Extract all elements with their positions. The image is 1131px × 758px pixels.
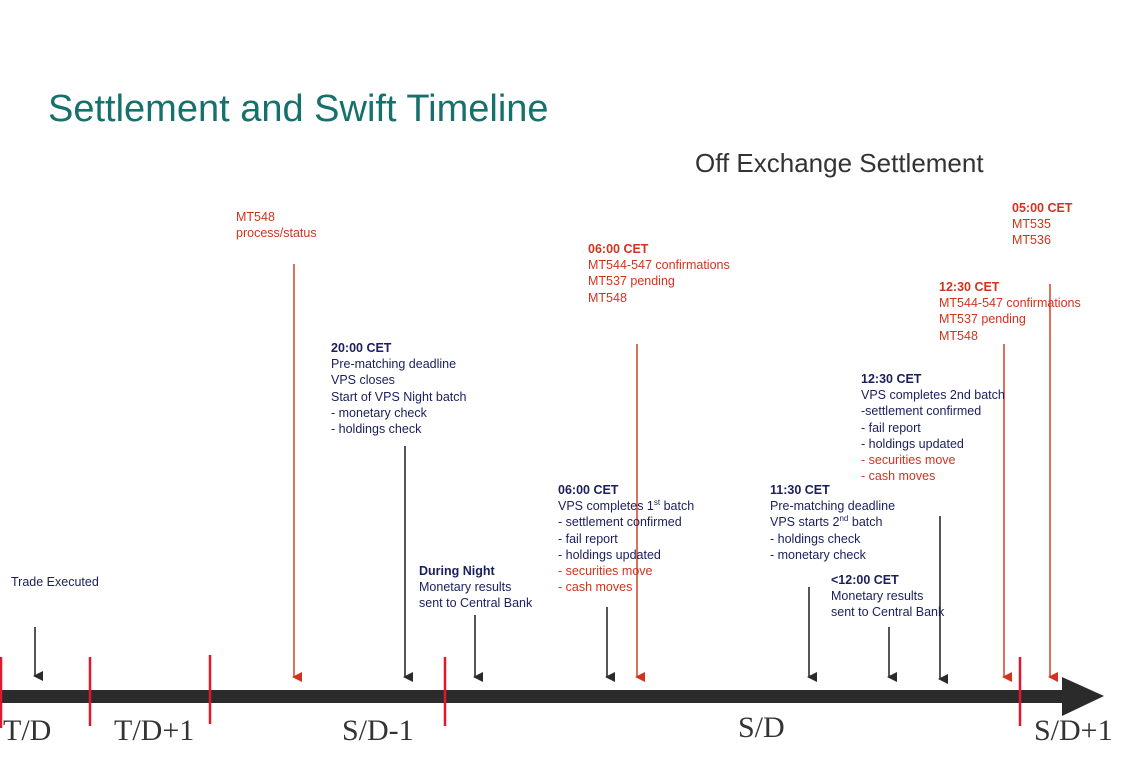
event-text-part: batch — [848, 515, 883, 530]
event-text-line: MT544-547 confirmations — [588, 258, 730, 273]
event-time: 12:30 CET — [939, 280, 1000, 294]
event-text-part: batch — [660, 499, 695, 514]
event-time: 06:00 CET — [558, 483, 619, 497]
event-text-line: - holdings updated — [558, 547, 661, 562]
event-prematch-2000: 20:00 CET Pre-matching deadline VPS clos… — [331, 340, 467, 437]
event-text-sup: st — [653, 498, 661, 508]
swift-event-1230: 12:30 CET MT544-547 confirmations MT537 … — [939, 279, 1081, 344]
event-text-line: VPS completes 1st batch — [558, 498, 694, 514]
event-text-line: Monetary results — [419, 580, 512, 595]
event-text-line: MT548 — [939, 328, 978, 343]
event-text-line: - cash moves — [861, 469, 936, 484]
event-text-line: -settlement confirmed — [861, 404, 982, 419]
swift-event-0500: 05:00 CET MT535 MT536 — [1012, 200, 1072, 249]
event-time: 11:30 CET — [770, 483, 830, 497]
page-subtitle: Off Exchange Settlement — [695, 148, 984, 178]
event-text-line: Pre-matching deadline — [331, 357, 457, 372]
event-batch2-1230: 12:30 CET VPS completes 2nd batch -settl… — [861, 371, 1005, 484]
event-text-line: MT536 — [1012, 233, 1051, 248]
timeline-axis-arrowhead — [1062, 677, 1104, 716]
event-text-line: Monetary results — [831, 589, 924, 604]
event-text-line: VPS completes 2nd batch — [861, 388, 1005, 403]
event-text-line: - cash moves — [558, 580, 633, 595]
event-text-line: - securities move — [861, 453, 956, 468]
event-time: <12:00 CET — [831, 573, 899, 587]
event-text-line: - settlement confirmed — [558, 515, 682, 530]
event-text-line: VPS starts 2nd batch — [770, 514, 895, 530]
event-text-line: process/status — [236, 226, 317, 241]
period-label-td: T/D — [3, 714, 52, 747]
event-text-sup: nd — [839, 514, 849, 524]
event-text-line: Start of VPS Night batch — [331, 389, 467, 404]
event-text-line: MT535 — [1012, 217, 1051, 232]
timeline-axis — [0, 690, 1068, 703]
event-batch2-1130: 11:30 CET Pre-matching deadline VPS star… — [770, 482, 895, 563]
event-time: 20:00 CET — [331, 341, 392, 355]
event-text-line: MT544-547 confirmations — [939, 296, 1081, 311]
event-text-part: VPS starts 2 — [770, 515, 840, 530]
event-text-line: sent to Central Bank — [419, 596, 533, 611]
event-text-line: MT548 — [588, 290, 627, 305]
swift-event-0600: 06:00 CET MT544-547 confirmations MT537 … — [588, 241, 730, 306]
event-text-line: MT537 pending — [588, 274, 675, 289]
event-text-line: - monetary check — [770, 547, 866, 562]
event-text-line: - holdings check — [331, 422, 422, 437]
event-time: 06:00 CET — [588, 242, 649, 256]
event-text-line: - securities move — [558, 564, 653, 579]
event-text-part: VPS completes 1 — [558, 499, 654, 514]
event-text-line: - monetary check — [331, 405, 427, 420]
event-text-line: - fail report — [861, 420, 921, 435]
period-label-sd-plus-1: S/D+1 — [1034, 714, 1113, 747]
event-text-line: - holdings check — [770, 531, 861, 546]
period-label-sd: S/D — [738, 711, 785, 744]
event-batch1-0600: 06:00 CET VPS completes 1st batch - sett… — [558, 482, 694, 595]
event-mt548-status: MT548 process/status — [236, 209, 317, 241]
event-time: 05:00 CET — [1012, 201, 1073, 215]
event-text-line: Trade Executed — [11, 575, 99, 589]
event-time: 12:30 CET — [861, 372, 922, 386]
event-text-line: VPS closes — [331, 373, 395, 388]
event-text-line: MT537 pending — [939, 312, 1026, 327]
event-text-line: sent to Central Bank — [831, 605, 945, 620]
event-cb-1200: <12:00 CET Monetary results sent to Cent… — [831, 572, 944, 621]
page-title: Settlement and Swift Timeline — [48, 88, 549, 130]
event-time: During Night — [419, 564, 495, 578]
period-label-sd-minus-1: S/D-1 — [342, 714, 414, 747]
event-text-line: Pre-matching deadline — [770, 499, 896, 514]
event-text-line: MT548 — [236, 210, 275, 224]
period-label-td1: T/D+1 — [114, 714, 195, 747]
event-trade-executed: Trade Executed — [11, 574, 99, 590]
event-during-night: During Night Monetary results sent to Ce… — [419, 563, 532, 612]
event-text-line: - holdings updated — [861, 436, 964, 451]
event-text-line: - fail report — [558, 531, 618, 546]
